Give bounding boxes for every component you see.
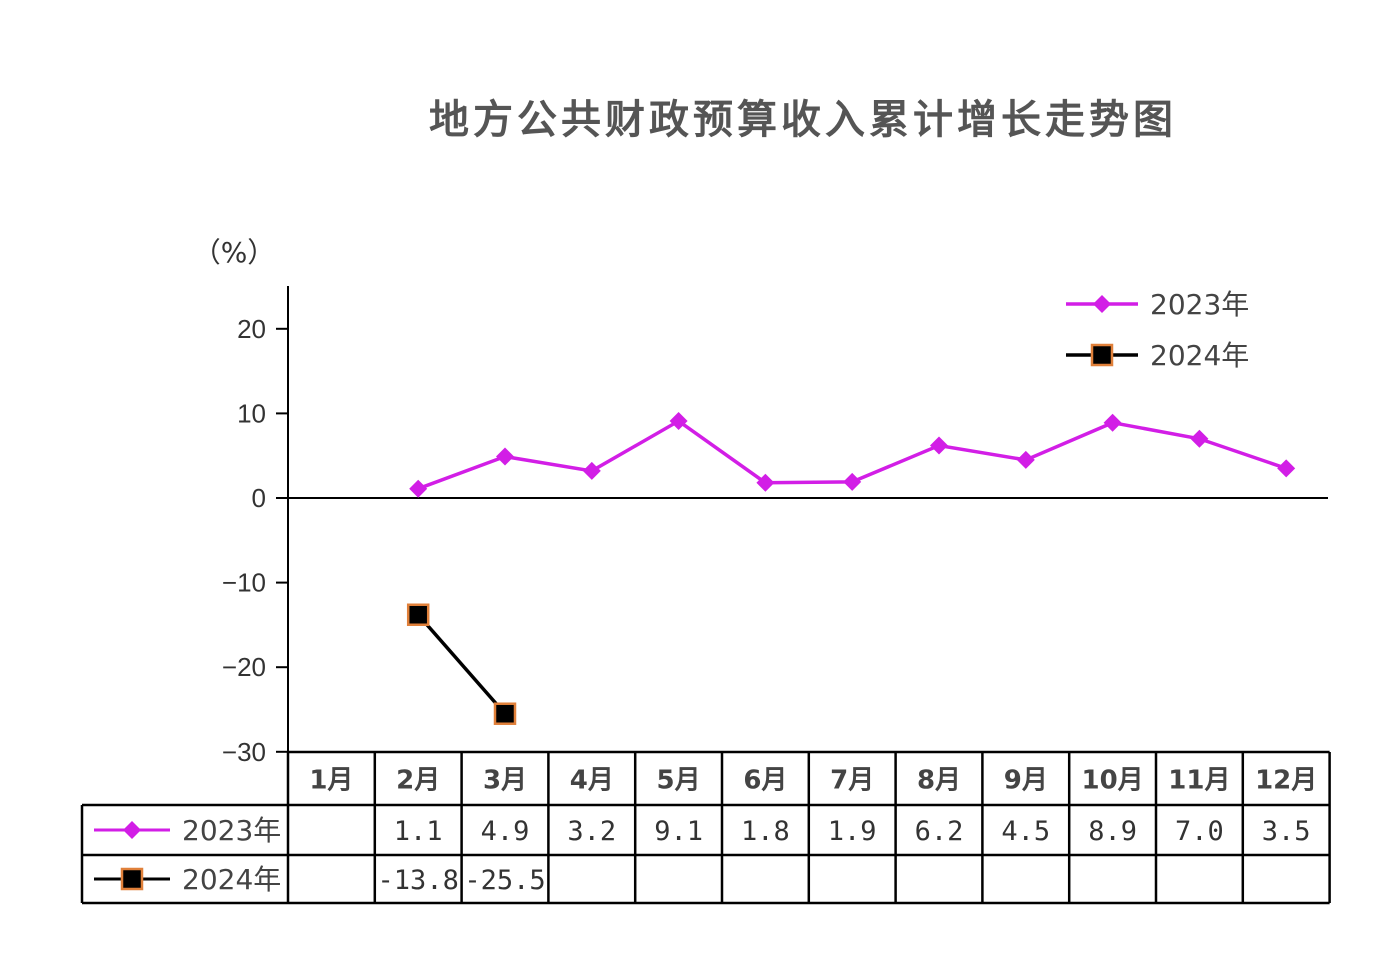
data-point — [843, 472, 862, 491]
data-point — [1277, 459, 1296, 478]
y-tick-label: 0 — [252, 483, 266, 513]
data-table-cell: 3.5 — [1262, 816, 1311, 847]
data-table-cell: 1.9 — [828, 816, 877, 847]
y-axis-unit: （%） — [193, 236, 276, 269]
x-tick-label: 11月 — [1168, 766, 1230, 796]
table-legend-marker — [120, 867, 144, 891]
y-tick-label: 10 — [237, 398, 266, 428]
data-table-cell: 4.5 — [1001, 816, 1050, 847]
x-tick-label: 9月 — [1004, 766, 1048, 796]
data-point — [669, 412, 688, 431]
x-tick-label: 1月 — [309, 766, 353, 796]
data-point — [756, 473, 775, 492]
data-point — [1103, 413, 1122, 432]
table-series-name: 2023年 — [182, 814, 281, 847]
data-point — [496, 447, 514, 466]
y-tick-label: 20 — [237, 314, 266, 344]
legend-marker — [1093, 295, 1111, 313]
data-table-cell: -13.8 — [378, 865, 459, 896]
data-table-cell: -25.5 — [464, 865, 545, 896]
y-tick-label: −20 — [222, 652, 266, 682]
data-table-cell: 4.9 — [481, 816, 530, 847]
table-legend-marker — [123, 821, 141, 839]
data-point — [493, 702, 517, 725]
x-tick-label: 7月 — [830, 766, 874, 796]
x-tick-label: 12月 — [1255, 766, 1317, 796]
data-point — [1190, 429, 1209, 448]
x-tick-label: 2月 — [396, 766, 440, 796]
data-table-cell: 1.1 — [394, 816, 443, 847]
legend-label: 2023年 — [1150, 288, 1249, 321]
x-tick-label: 4月 — [570, 766, 614, 796]
data-table-cell: 9.1 — [654, 816, 703, 847]
data-point — [409, 479, 428, 498]
series-line-2024年 — [416, 613, 507, 715]
data-table-cell: 3.2 — [567, 816, 616, 847]
data-point — [1016, 450, 1035, 469]
data-table-cell: 8.9 — [1088, 816, 1137, 847]
x-tick-label: 3月 — [483, 766, 527, 796]
data-table-cell: 7.0 — [1175, 816, 1224, 847]
x-tick-label: 8月 — [917, 766, 961, 796]
legend-marker — [1090, 343, 1114, 367]
data-point — [582, 461, 601, 480]
y-tick-label: −10 — [222, 568, 266, 598]
data-table-cell: 6.2 — [915, 816, 964, 847]
y-tick-label: −30 — [222, 737, 266, 767]
data-point — [406, 603, 430, 626]
table-series-name: 2024年 — [182, 863, 281, 896]
data-table-cell: 1.8 — [741, 816, 790, 847]
x-tick-label: 6月 — [743, 766, 787, 796]
legend-label: 2024年 — [1150, 339, 1249, 372]
x-tick-label: 10月 — [1082, 766, 1144, 796]
x-tick-label: 5月 — [657, 766, 701, 796]
data-point — [930, 436, 948, 455]
chart-title: 地方公共财政预算收入累计增长走势图 — [429, 97, 1177, 143]
